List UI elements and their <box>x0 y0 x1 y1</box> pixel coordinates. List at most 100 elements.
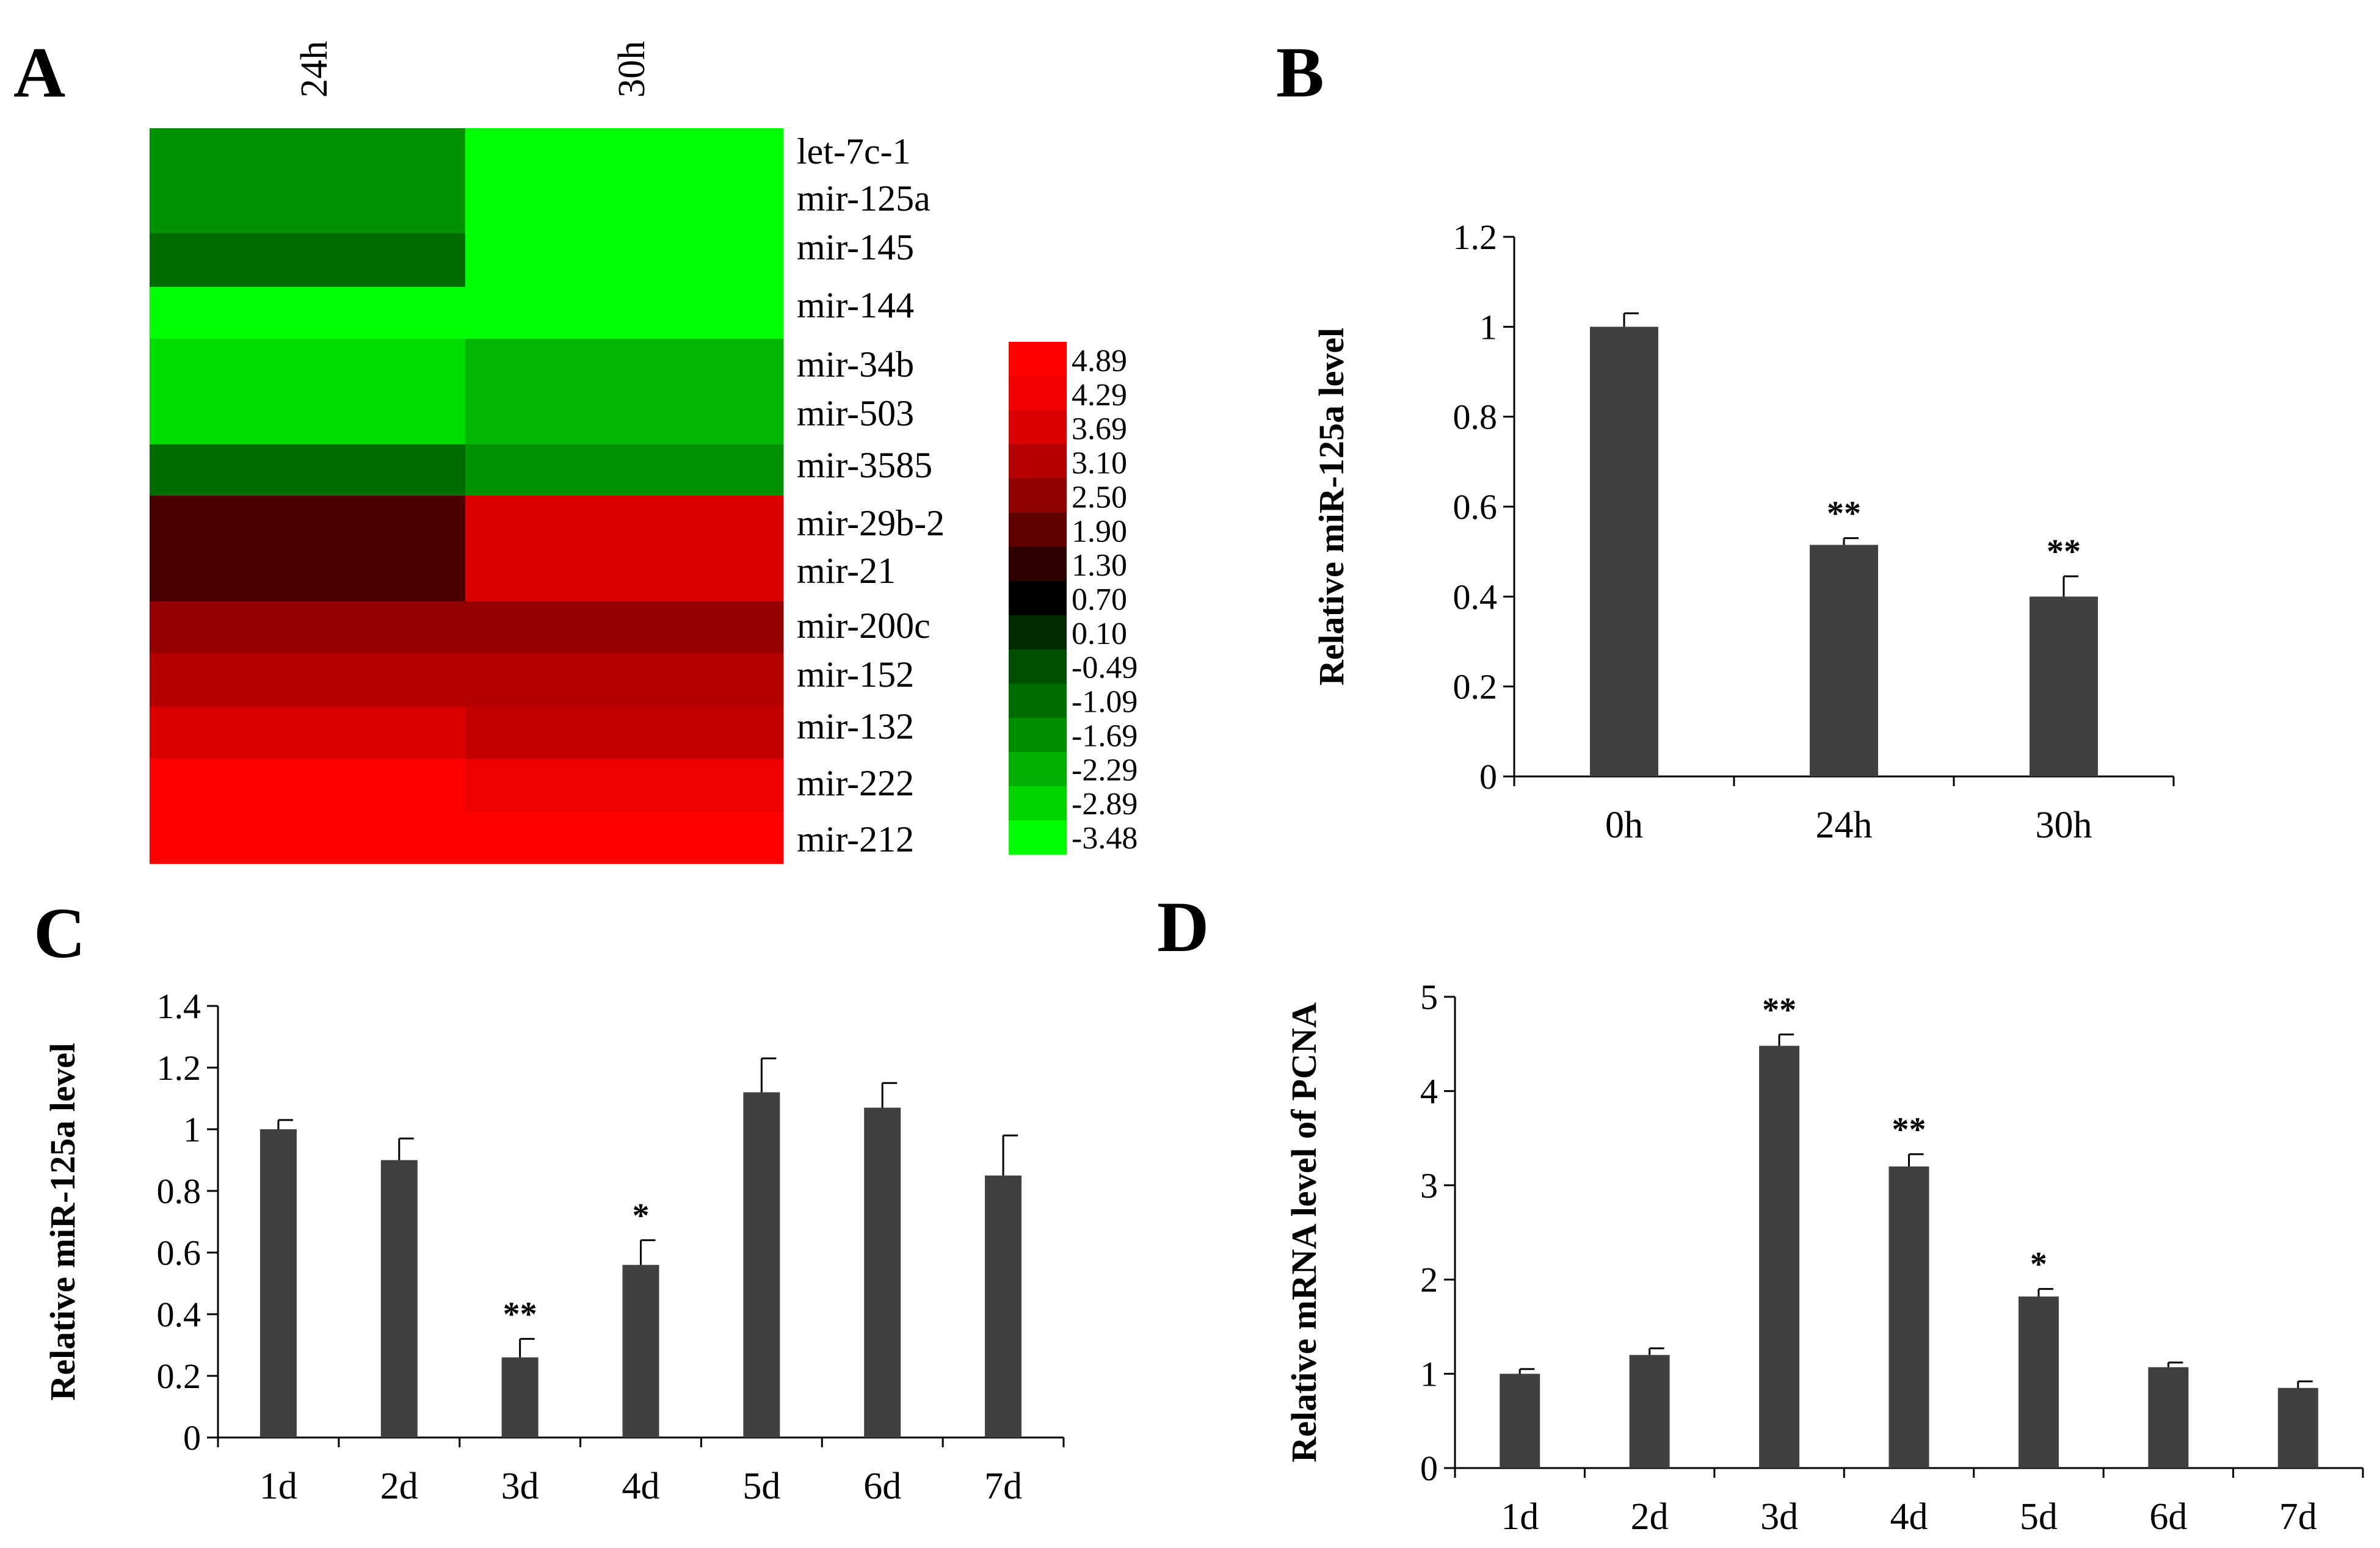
heatmap-cell <box>465 128 784 181</box>
bar <box>1500 1373 1540 1468</box>
x-tick-label: 1d <box>1501 1496 1539 1538</box>
bar-chart-time-course: 0 0.2 0.4 0.6 0.8 1 1.2 0h 24h 30h ** ** Relative mi… <box>1312 217 2175 846</box>
heatmap-cell <box>150 392 466 445</box>
color-scale-label: -1.69 <box>1072 718 1137 753</box>
color-scale-label: 1.30 <box>1072 548 1127 583</box>
heatmap-cell <box>150 233 466 288</box>
color-scale-swatch <box>1009 376 1067 411</box>
color-scale-label: -0.49 <box>1072 651 1137 685</box>
heatmap-cell <box>465 812 784 864</box>
panel-label-d: D <box>1157 887 1209 967</box>
heatmap-cell <box>465 233 784 288</box>
color-scale-swatch <box>1009 479 1067 513</box>
bar <box>864 1107 901 1438</box>
x-tick-label: 6d <box>2149 1496 2187 1538</box>
color-scale-label: 4.89 <box>1072 344 1127 378</box>
heatmap-cell <box>150 548 466 602</box>
y-tick-label: 0 <box>1479 757 1497 797</box>
color-scale-label: 3.10 <box>1072 446 1127 481</box>
significance-marker: * <box>633 1197 650 1235</box>
bar <box>2018 1296 2059 1468</box>
y-tick-label: 0.2 <box>1453 667 1498 707</box>
color-scale-label: -3.48 <box>1072 821 1137 856</box>
y-tick-label: 1.2 <box>157 1048 201 1088</box>
heatmap-row-label: mir-200c <box>797 606 931 646</box>
color-scale-swatch <box>1009 410 1067 445</box>
heatmap-cell <box>465 548 784 602</box>
color-scale-swatch <box>1009 547 1067 582</box>
y-tick-label: 0.8 <box>1453 397 1498 437</box>
heatmap-panel: 24h 30h let-7c-1 mir-125a mir-145 mir-144 mir-… <box>150 41 1137 864</box>
x-tick-label: 1d <box>259 1466 297 1507</box>
heatmap-cell <box>465 339 784 392</box>
panel-label-c: C <box>34 893 85 973</box>
bar <box>501 1357 539 1438</box>
heatmap-column-label: 24h <box>294 41 335 98</box>
color-scale-label: 2.50 <box>1072 480 1127 515</box>
heatmap-cell <box>465 707 784 759</box>
x-tick-label: 5d <box>742 1466 780 1507</box>
significance-marker: ** <box>503 1295 537 1333</box>
heatmap-row-label: mir-125a <box>797 178 931 219</box>
heatmap-cell <box>150 496 466 549</box>
heatmap-cell <box>150 601 466 654</box>
significance-marker: ** <box>1892 1111 1926 1149</box>
heatmap-row-label: mir-152 <box>797 654 914 695</box>
bar <box>380 1160 418 1438</box>
heatmap-row-label: mir-34b <box>797 344 914 385</box>
bar <box>1629 1354 1670 1468</box>
color-scale-swatch <box>1009 513 1067 548</box>
color-scale-swatch <box>1009 718 1067 753</box>
color-scale-swatch <box>1009 786 1067 821</box>
color-scale-swatch <box>1009 444 1067 479</box>
y-tick-label: 0.4 <box>1453 577 1498 617</box>
x-tick-label: 6d <box>863 1466 901 1507</box>
heatmap-cell <box>465 601 784 654</box>
y-tick-label: 0 <box>183 1418 201 1458</box>
heatmap-cell <box>465 180 784 234</box>
significance-marker: ** <box>2047 533 2081 571</box>
color-scale-swatch <box>1009 752 1067 787</box>
y-tick-label: 1 <box>1479 307 1497 347</box>
panel-label-a: A <box>13 32 65 112</box>
color-scale-swatch <box>1009 615 1067 650</box>
heatmap-row-label: mir-222 <box>797 763 914 803</box>
x-tick-label: 4d <box>1890 1496 1928 1538</box>
heatmap-cell <box>150 128 466 181</box>
heatmap-cell <box>150 707 466 759</box>
x-tick-label: 24h <box>1816 805 1873 846</box>
heatmap-cell <box>150 444 466 496</box>
x-tick-label: 7d <box>2279 1496 2317 1538</box>
heatmap-cell <box>465 287 784 339</box>
y-tick-label: 2 <box>1420 1260 1438 1300</box>
x-tick-label: 3d <box>1760 1496 1798 1538</box>
color-scale-swatch <box>1009 581 1067 616</box>
heatmap-row-label: mir-145 <box>797 227 914 267</box>
heatmap-cell <box>465 496 784 549</box>
color-scale-label: 0.10 <box>1072 617 1127 651</box>
heatmap-row-label: mir-29b-2 <box>797 503 945 543</box>
y-tick-label: 4 <box>1420 1071 1438 1111</box>
heatmap-cell <box>465 444 784 496</box>
significance-marker: ** <box>1762 991 1796 1029</box>
x-tick-label: 30h <box>2036 805 2092 846</box>
heatmap-cell <box>150 180 466 234</box>
bar <box>1810 544 1878 776</box>
x-tick-label: 3d <box>501 1466 539 1507</box>
bar <box>622 1265 659 1438</box>
heatmap-row-label: mir-132 <box>797 706 914 747</box>
heatmap-row-label: mir-503 <box>797 393 914 433</box>
heatmap-row-label: mir-3585 <box>797 445 932 485</box>
color-scale-label: -1.09 <box>1072 685 1137 720</box>
heatmap-cell <box>150 339 466 392</box>
y-tick-label: 3 <box>1420 1166 1438 1206</box>
heatmap-cell <box>465 653 784 707</box>
x-tick-label: 5d <box>2020 1496 2058 1538</box>
heatmap-row-label: mir-144 <box>797 285 914 325</box>
bar <box>2148 1367 2189 1468</box>
color-scale-swatch <box>1009 649 1067 684</box>
y-axis-label: Relative mRNA level of PCNA <box>1284 1002 1324 1463</box>
y-tick-label: 1 <box>1420 1354 1438 1394</box>
color-scale-label: 3.69 <box>1072 412 1127 447</box>
